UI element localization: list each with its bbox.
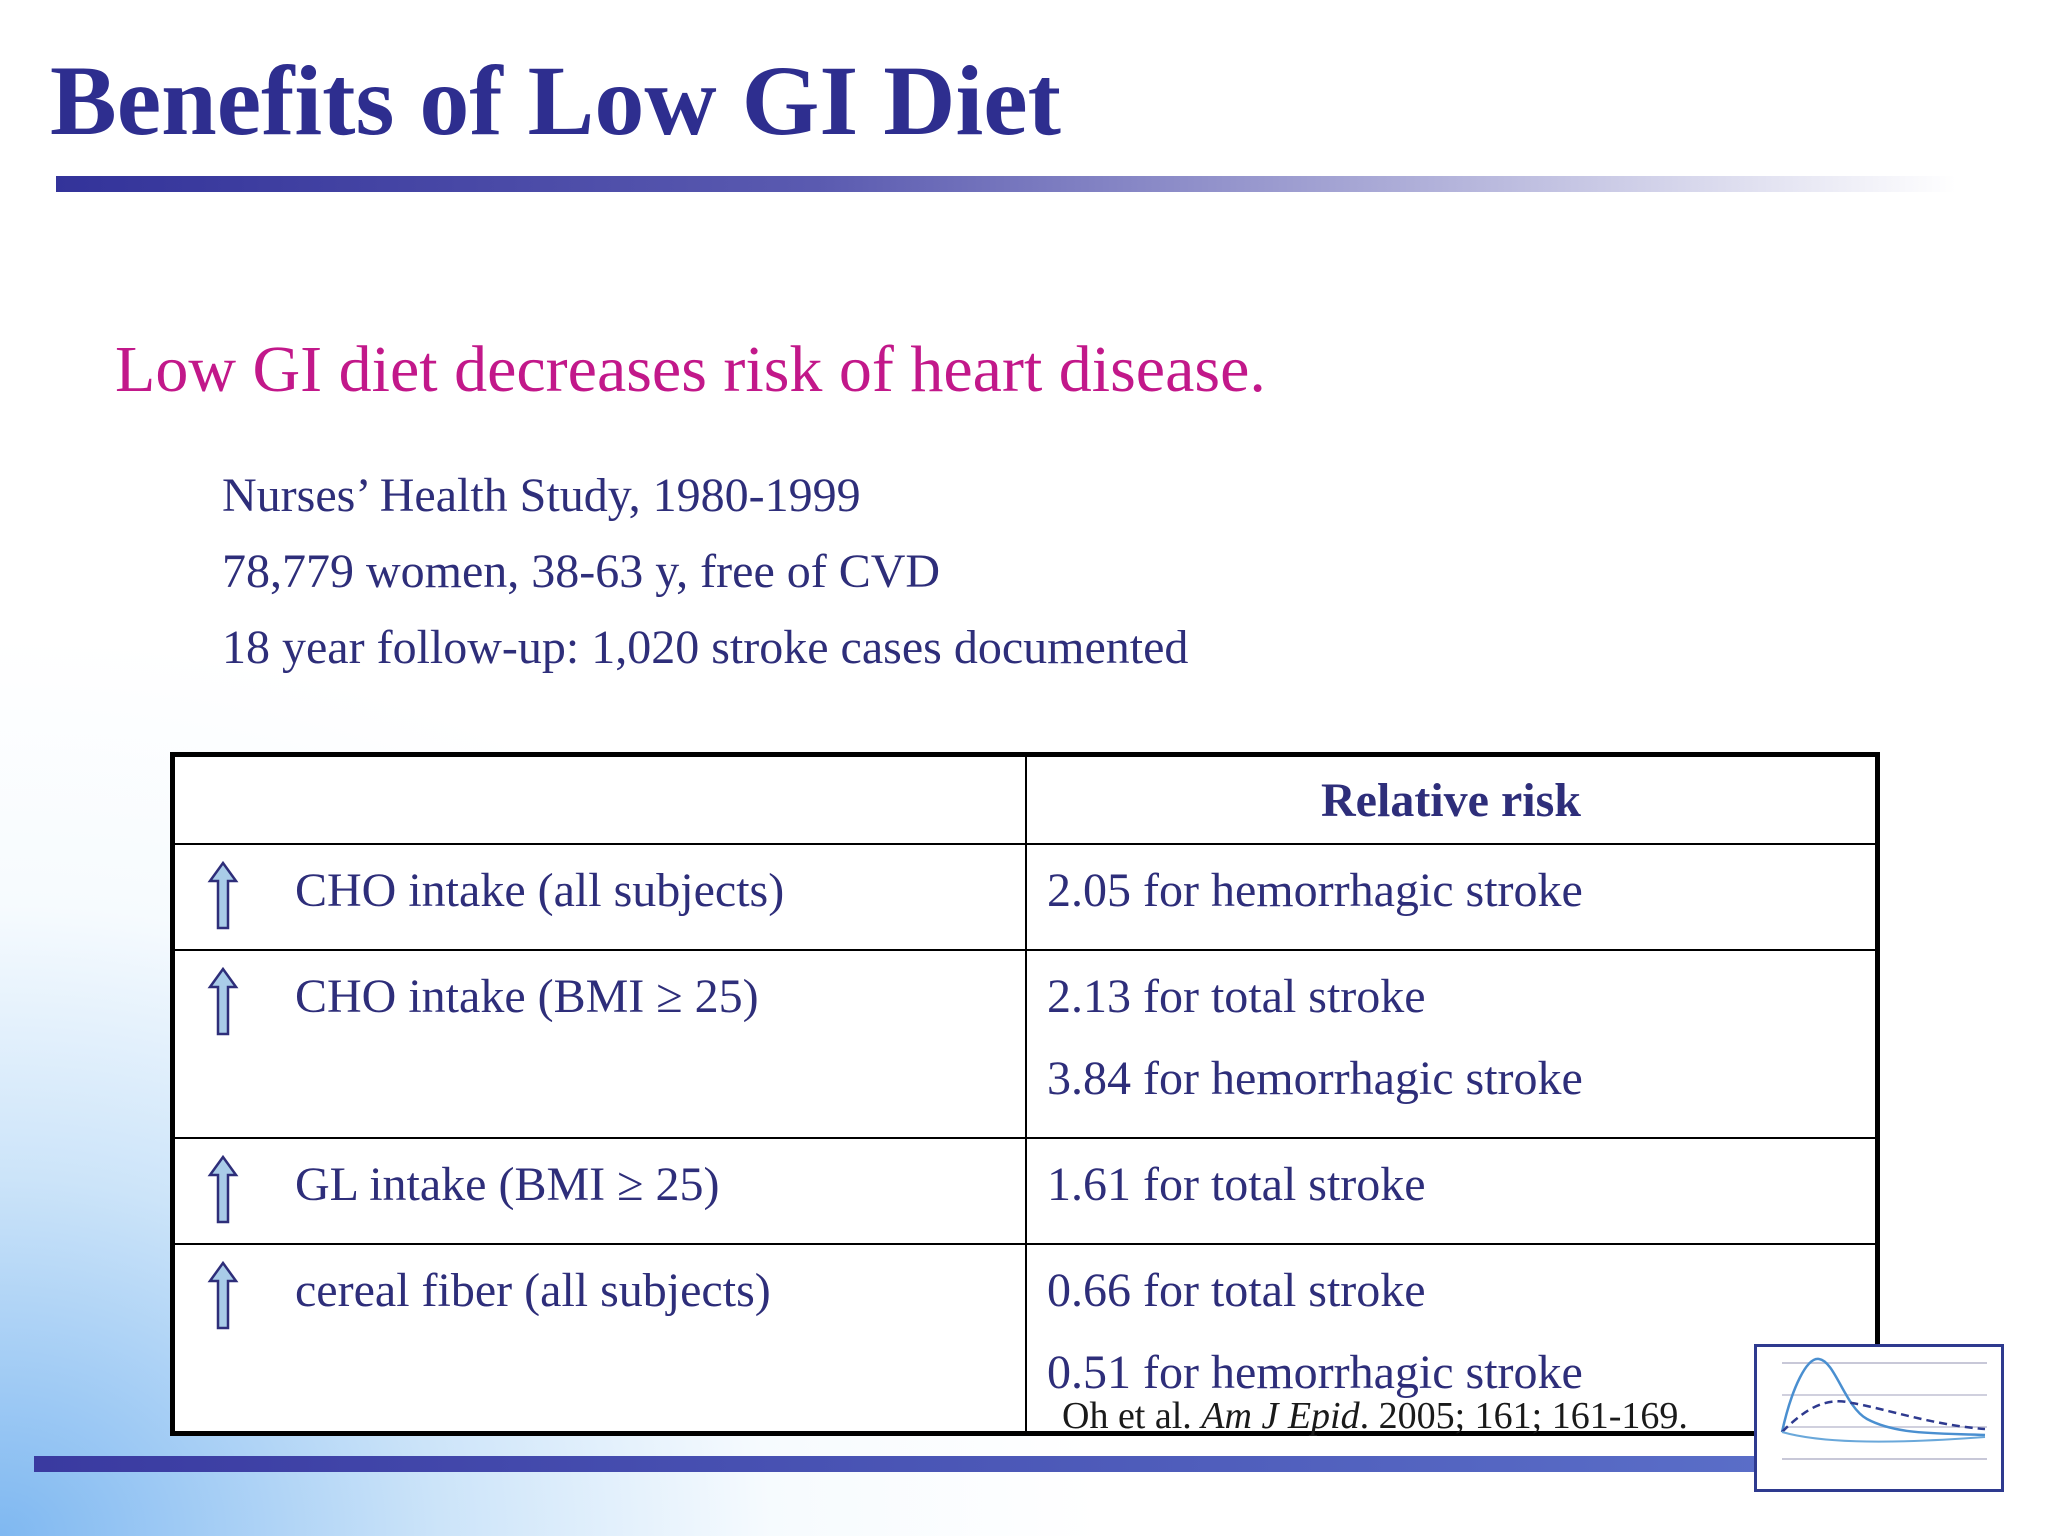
row-value: 2.05 for hemorrhagic stroke: [1047, 864, 1583, 917]
table-header-row: Relative risk: [171, 753, 1879, 845]
up-arrow-icon: [207, 967, 239, 1036]
row-label: GL intake (BMI ≥ 25): [295, 1158, 720, 1211]
glucose-curve-logo: [1754, 1344, 2004, 1492]
title-divider: [56, 176, 1956, 192]
row-value: 2.13 for total stroke: [1047, 970, 1426, 1023]
row-value: 1.61 for total stroke: [1047, 1158, 1426, 1211]
slide-subtitle: Low GI diet decreases risk of heart dise…: [115, 333, 1266, 406]
table-row: CHO intake (BMI ≥ 25) 2.13 for total str…: [171, 949, 1879, 1139]
up-arrow-icon: [207, 1261, 239, 1330]
row-value: 0.66 for total stroke: [1047, 1264, 1426, 1317]
row-value: 3.84 for hemorrhagic stroke: [1047, 1052, 1583, 1105]
study-line: Nurses’ Health Study, 1980-1999: [222, 469, 861, 522]
up-arrow-icon: [207, 861, 239, 930]
citation-journal: Am J Epid: [1201, 1395, 1360, 1437]
citation: Oh et al. Am J Epid. 2005; 161; 161-169.: [1062, 1394, 1688, 1438]
citation-details: . 2005; 161; 161-169.: [1359, 1395, 1688, 1437]
row-value: 0.51 for hemorrhagic stroke: [1047, 1346, 1583, 1399]
table-header-relative-risk: Relative risk: [1025, 753, 1879, 845]
table-row: GL intake (BMI ≥ 25) 1.61 for total stro…: [171, 1137, 1879, 1245]
study-details: Nurses’ Health Study, 1980-1999 78,779 w…: [222, 458, 1188, 686]
table-header-empty: [171, 753, 1027, 845]
slide-title: Benefits of Low GI Diet: [50, 45, 1061, 156]
relative-risk-table: Relative risk CHO intake (all subjects) …: [170, 752, 1880, 1436]
row-label: CHO intake (BMI ≥ 25): [295, 970, 759, 1023]
citation-authors: Oh et al.: [1062, 1395, 1192, 1437]
table-row: CHO intake (all subjects) 2.05 for hemor…: [171, 843, 1879, 951]
study-line: 78,779 women, 38-63 y, free of CVD: [222, 545, 941, 598]
study-line: 18 year follow-up: 1,020 stroke cases do…: [222, 621, 1189, 674]
glucose-curve-icon: [1780, 1357, 1987, 1460]
up-arrow-icon: [207, 1155, 239, 1224]
row-label: CHO intake (all subjects): [295, 864, 785, 917]
row-label: cereal fiber (all subjects): [295, 1264, 771, 1317]
table-row: cereal fiber (all subjects) 0.66 for tot…: [171, 1243, 1879, 1435]
footer-divider: [34, 1456, 1774, 1472]
